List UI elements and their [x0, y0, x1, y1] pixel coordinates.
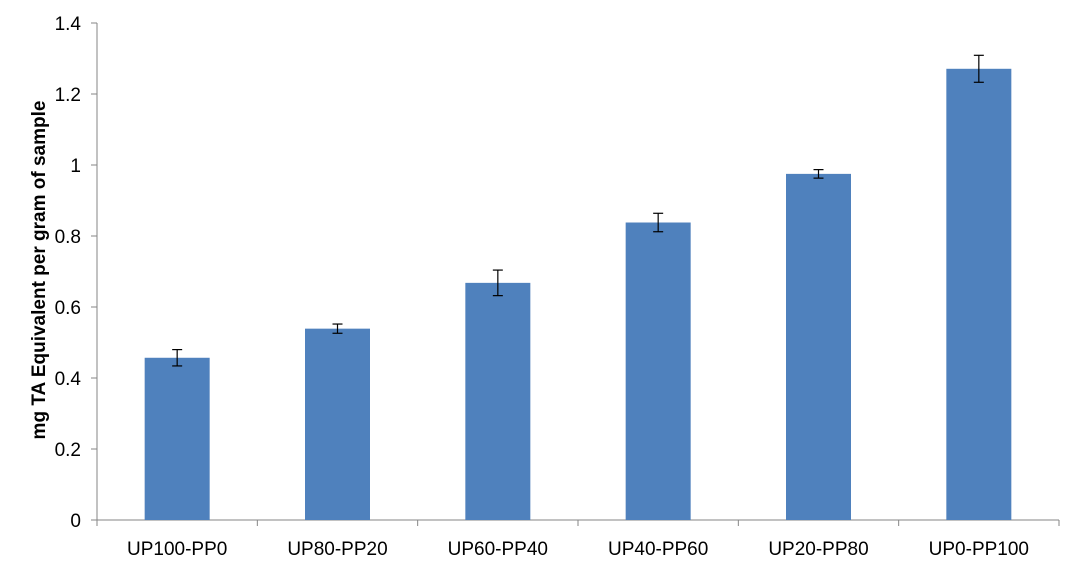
x-tick-label: UP60-PP40	[448, 539, 548, 560]
bar	[144, 357, 210, 520]
y-tick-label: 1.2	[55, 85, 81, 106]
plot-area: 0 0.2 0.4 0.6 0.8 1 1.2 1.4 UP100-PP0 UP80-PP20 UP…	[55, 14, 1060, 560]
y-tick-label: 0.2	[55, 440, 81, 461]
y-tick-label: 1.4	[55, 14, 82, 35]
x-tick-label: UP40-PP60	[608, 539, 708, 560]
y-tick-label: 0.4	[55, 369, 82, 390]
y-axis-label: mg TA Equivalent per gram of sample	[29, 101, 50, 440]
bar	[465, 282, 531, 520]
bar	[625, 222, 691, 520]
x-tick-label: UP80-PP20	[287, 539, 387, 560]
y-tick-label: 0	[70, 511, 81, 532]
x-tick-label: UP100-PP0	[127, 539, 227, 560]
bar	[305, 328, 370, 520]
x-tick-label: UP0-PP100	[929, 539, 1029, 560]
bar	[946, 68, 1012, 521]
y-tick-label: 1	[70, 156, 81, 177]
y-tick-label: 0.8	[55, 227, 81, 248]
x-tick-label: UP20-PP80	[768, 539, 868, 560]
bar	[786, 173, 851, 520]
y-tick-label: 0.6	[55, 298, 81, 319]
